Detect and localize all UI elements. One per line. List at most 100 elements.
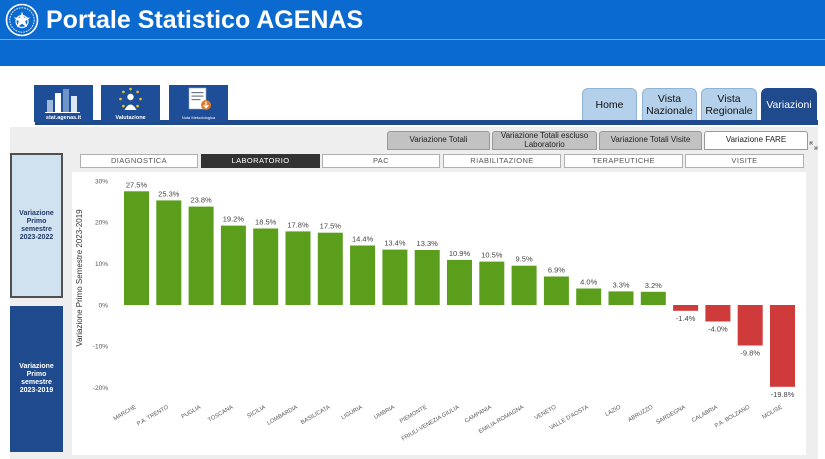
bar-emilia-romagna[interactable] — [511, 265, 537, 305]
data-label-valle-d-aosta: 4.0% — [580, 278, 597, 287]
period-2023-2019-button[interactable]: Variazione Primo semestre 2023-2019 — [10, 306, 63, 452]
x-tick-label-abruzzo: ABRUZZO — [627, 404, 654, 423]
bar-campania[interactable] — [479, 261, 505, 305]
x-tick-label-basilicata: BASILICATA — [300, 404, 331, 426]
bar-abruzzo[interactable] — [640, 291, 666, 305]
data-label-liguria: 14.4% — [352, 235, 374, 244]
x-tick-label-lombardia: LOMBARDIA — [266, 404, 299, 426]
data-label-p-a-bolzano: -9.8% — [740, 349, 760, 358]
category-label: VISITE — [731, 156, 758, 165]
x-tick-label-veneto: VENETO — [534, 404, 558, 421]
bar-marche[interactable] — [124, 191, 149, 305]
tab-label: Variazioni — [766, 98, 812, 111]
data-label-friuli-venezia-giulia: 10.9% — [449, 249, 471, 258]
x-tick-label-p-a-trento: P.A. TRENTO — [136, 404, 170, 427]
x-tick-label-puglia: PUGLIA — [181, 404, 203, 420]
category-label: PAC — [372, 156, 390, 165]
subtab-variazione-totali-visite[interactable]: Variazione Totali Visite — [599, 131, 702, 150]
bar-calabria[interactable] — [705, 305, 731, 322]
y-axis: 30% 20% 10% 0% -10% -20% — [93, 178, 108, 392]
x-tick-label-sardegna: SARDEGNA — [655, 404, 686, 426]
category-label: DIAGNOSTICA — [110, 156, 168, 165]
subtab-label: Variazione Totali escluso Laboratorio — [500, 131, 589, 149]
category-visite-button[interactable]: VISITE — [685, 154, 804, 168]
bar-basilicata[interactable] — [317, 232, 343, 305]
category-riabilitazione-button[interactable]: RIABILITAZIONE — [443, 154, 561, 168]
data-label-emilia-romagna: 9.5% — [516, 255, 533, 264]
y-tick-label-20: -20% — [93, 385, 108, 392]
subtab-variazione-totali[interactable]: Variazione Totali — [387, 131, 490, 150]
bar-p-a-trento[interactable] — [156, 200, 182, 305]
period-label: Variazione Primo semestre 2023-2019 — [19, 363, 54, 394]
subtab-label: Variazione Totali — [409, 135, 468, 145]
shortcut-label: Valutazione — [115, 115, 146, 121]
y-tick-label-10: -10% — [93, 344, 108, 351]
bar-sardegna[interactable] — [673, 305, 699, 311]
tab-home[interactable]: Home — [582, 88, 637, 120]
y-tick-label-0: 0% — [99, 302, 109, 309]
expand-icon[interactable] — [809, 141, 818, 150]
category-laboratorio-button[interactable]: LABORATORIO — [201, 154, 320, 168]
category-pac-button[interactable]: PAC — [322, 154, 440, 168]
x-tick-label-p-a-bolzano: P.A. BOLZANO — [714, 404, 752, 429]
tab-variazioni[interactable]: Variazioni — [761, 88, 817, 120]
tab-label: Vista Regionale — [705, 92, 753, 117]
bar-molise[interactable] — [770, 305, 795, 387]
x-tick-label-toscana: TOSCANA — [207, 404, 234, 423]
data-label-p-a-trento: 25.3% — [158, 189, 180, 198]
tab-vista-regionale[interactable]: Vista Regionale — [701, 88, 757, 120]
period-2023-2022-button[interactable]: Variazione Primo semestre 2023-2022 — [10, 153, 63, 298]
bar-puglia[interactable] — [188, 206, 214, 305]
x-tick-label-piemonte: PIEMONTE — [399, 404, 428, 424]
bar-lazio[interactable] — [608, 291, 634, 305]
bar-lombardia[interactable] — [285, 231, 311, 305]
shortcut-stat-agenas[interactable]: stat.agenas.it — [34, 85, 93, 122]
data-label-veneto: 6.9% — [548, 266, 565, 275]
period-label: Variazione Primo semestre 2023-2022 — [19, 209, 54, 241]
shortcut-label: stat.agenas.it — [45, 115, 82, 121]
bar-liguria[interactable] — [350, 245, 376, 306]
x-tick-label-friuli-venezia-giulia: FRIULI-VENEZIA GIULIA — [401, 404, 461, 442]
category-diagnostica-button[interactable]: DIAGNOSTICA — [80, 154, 198, 168]
shortcut-label: Nota Metodologica — [181, 115, 216, 120]
x-tick-label-umbria: UMBRIA — [373, 404, 396, 421]
bar-friuli-venezia-giulia[interactable] — [447, 259, 472, 305]
nav-underline — [35, 120, 818, 125]
data-label-abruzzo: 3.2% — [645, 281, 662, 290]
italian-republic-emblem-icon[interactable] — [5, 3, 39, 37]
data-label-basilicata: 17.5% — [320, 222, 342, 231]
y-axis-title: Variazione Primo Semestre 2023-2019 — [75, 209, 84, 347]
shortcut-nota-metodologica[interactable]: Nota Metodologica — [169, 85, 228, 122]
data-label-sardegna: -1.4% — [676, 314, 696, 323]
data-label-marche: 27.5% — [126, 180, 148, 189]
bar-valle-d-aosta[interactable] — [576, 288, 602, 306]
tab-vista-nazionale[interactable]: Vista Nazionale — [642, 88, 697, 120]
data-label-toscana: 19.2% — [223, 215, 245, 224]
stars-person-icon — [119, 87, 142, 110]
subtab-variazione-totali-escluso-laboratorio[interactable]: Variazione Totali escluso Laboratorio — [492, 131, 597, 150]
bar-piemonte[interactable] — [414, 250, 440, 305]
bar-umbria[interactable] — [382, 249, 408, 305]
x-tick-label-sicilia: SICILIA — [246, 404, 266, 419]
data-label-puglia: 23.8% — [190, 196, 212, 205]
x-tick-label-lazio: LAZIO — [604, 404, 622, 418]
data-label-piemonte: 13.3% — [417, 239, 439, 248]
category-terapeutiche-button[interactable]: TERAPEUTICHE — [564, 154, 683, 168]
tab-label: Home — [595, 98, 624, 111]
chart-panel: Variazione Primo Semestre 2023-2019 30% 2… — [72, 172, 806, 455]
bar-p-a-bolzano[interactable] — [737, 305, 763, 346]
site-header: Portale Statistico AGENAS — [0, 0, 825, 66]
page-title: Portale Statistico AGENAS — [46, 6, 364, 34]
subtab-label: Variazione FARE — [725, 135, 787, 145]
subtab-variazione-fare[interactable]: Variazione FARE — [704, 131, 808, 150]
bar-sicilia[interactable] — [253, 228, 279, 306]
bar-veneto[interactable] — [543, 276, 569, 306]
data-labels: 27.5% 25.3% 23.8% 19.2% 18.5% 17.8% 17.5% 14.4%… — [126, 180, 795, 398]
y-tick-label-10: 10% — [95, 261, 108, 268]
document-download-icon — [188, 87, 211, 110]
shortcut-valutazione[interactable]: Valutazione — [101, 85, 160, 122]
bar-toscana[interactable] — [220, 225, 246, 305]
data-label-umbria: 13.4% — [384, 239, 406, 248]
